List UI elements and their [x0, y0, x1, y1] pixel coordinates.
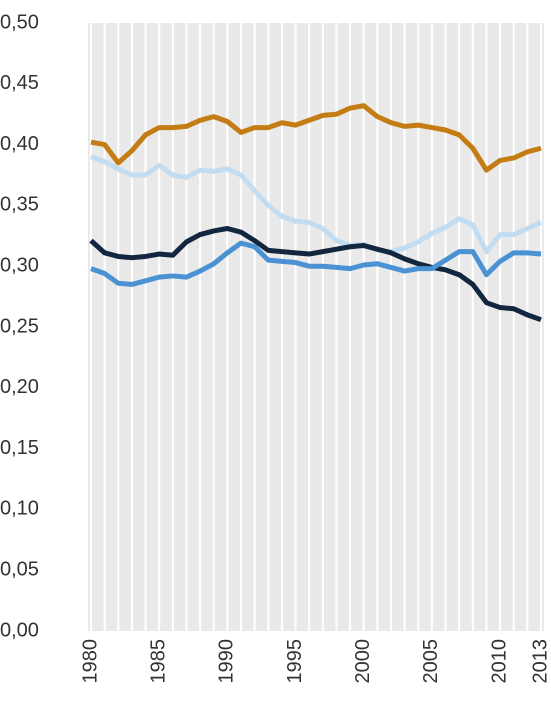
y-tick-label: 0,50	[0, 11, 39, 33]
x-tick-label: 1985	[147, 639, 169, 684]
y-tick-label: 0,30	[0, 254, 39, 276]
series-line	[90, 240, 542, 287]
plot-background	[88, 23, 544, 631]
y-tick-label: 0,40	[0, 133, 39, 155]
x-tick-label: 1980	[79, 639, 101, 684]
y-tick-label: 0,05	[0, 558, 39, 580]
y-tick-label: 0,10	[0, 498, 39, 520]
y-tick-label: 0,35	[0, 194, 39, 216]
x-tick-label: 2013	[529, 639, 551, 684]
y-tick-label: 0,15	[0, 437, 39, 459]
y-tick-label: 0,00	[0, 619, 39, 641]
x-tick-label: 2000	[352, 639, 374, 684]
y-tick-label: 0,45	[0, 72, 39, 94]
series-line	[90, 154, 543, 255]
y-tick-label: 0,25	[0, 315, 39, 337]
x-tick-label: 2010	[488, 639, 510, 684]
x-tick-label: 2005	[420, 639, 442, 684]
x-tick-label: 1995	[284, 639, 306, 684]
series-line	[89, 226, 542, 323]
series-line	[90, 103, 542, 173]
x-tick-label: 1990	[216, 639, 238, 684]
y-tick-label: 0,20	[0, 376, 39, 398]
